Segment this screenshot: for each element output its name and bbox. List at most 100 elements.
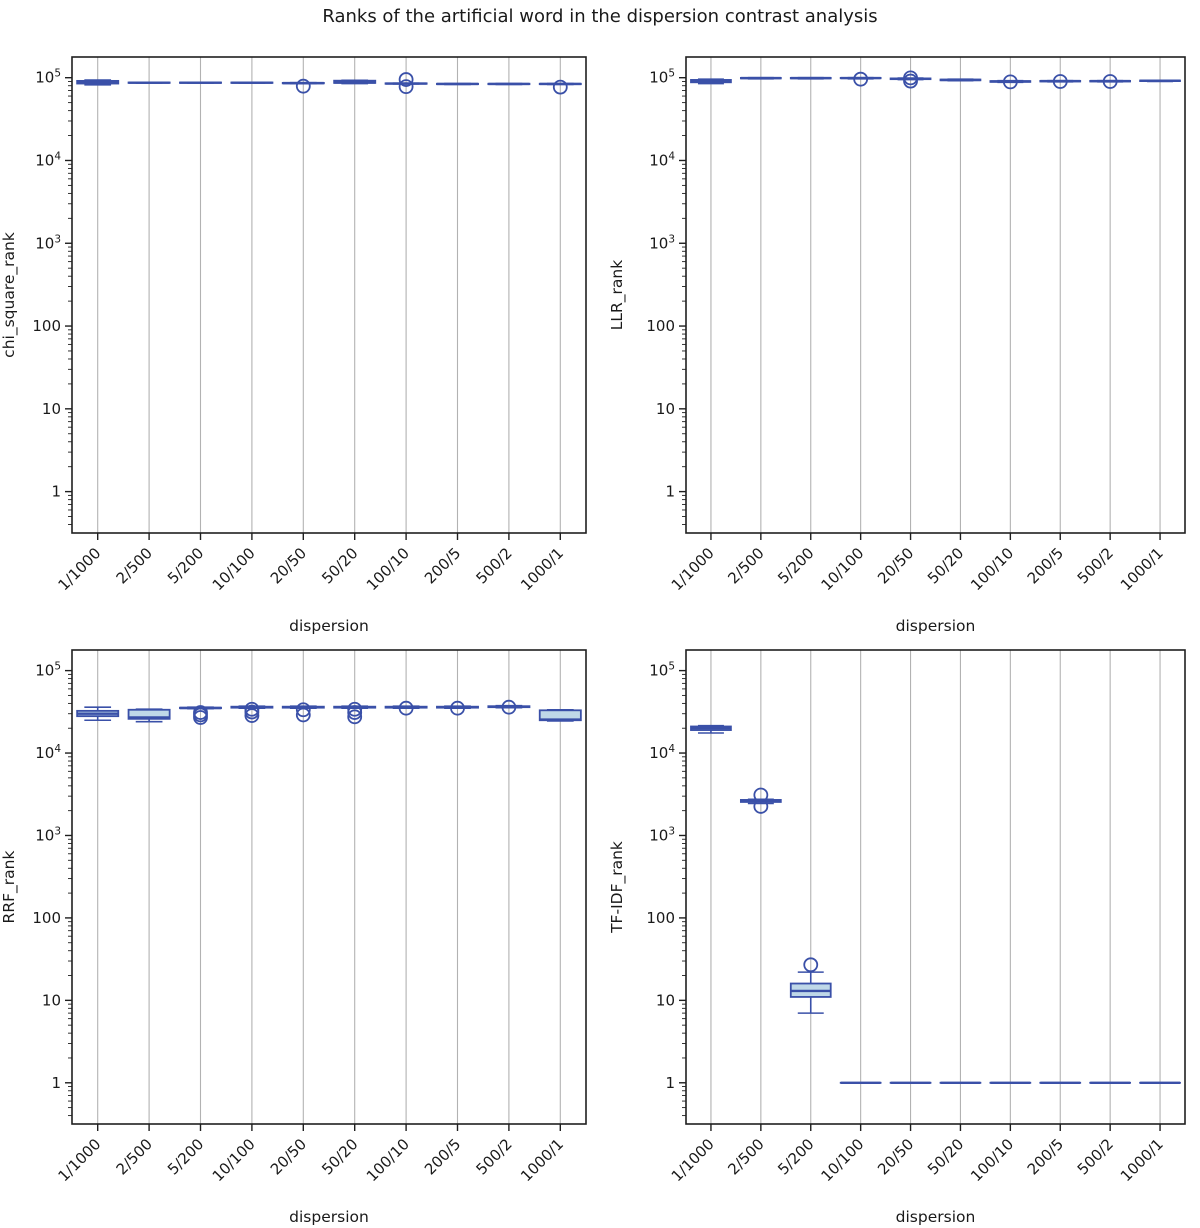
x-tick-label: 5/200 <box>164 1135 207 1178</box>
y-tick-label: 1 <box>665 483 675 501</box>
boxplot-200/5 <box>1039 74 1082 89</box>
x-tick-label: 100/10 <box>363 544 413 594</box>
y-tick-label: 104 <box>649 743 675 762</box>
subplot-tf-idf-rank: 1/1000 2/500 5/200 10/100 20/50 50/20 100/10 20… <box>600 614 1200 1228</box>
x-tick-label: 200/5 <box>1024 544 1067 587</box>
figure-title: Ranks of the artificial word in the disp… <box>322 6 878 27</box>
y-tick-label: 1 <box>51 1074 61 1092</box>
boxplot-5/200 <box>789 957 832 1014</box>
y-tick-label: 104 <box>35 150 61 169</box>
boxplot-500/2 <box>487 699 531 715</box>
y-tick-label: 103 <box>35 825 61 844</box>
x-axis-label: dispersion <box>289 1208 369 1226</box>
x-tick-label: 2/500 <box>113 1135 156 1178</box>
outlier-marker <box>501 699 517 715</box>
chart-canvas-chi-square-rank: 1/1000 2/500 5/200 10/100 20/50 50/20 100/10 20… <box>0 56 587 635</box>
x-tick-label: 100/10 <box>967 1135 1017 1185</box>
y-tick-label: 10 <box>42 400 61 418</box>
x-tick-label: 1/1000 <box>54 1135 104 1185</box>
boxplot-20/50 <box>889 70 932 89</box>
x-tick-label: 5/200 <box>164 544 207 587</box>
x-tick-label: 10/100 <box>817 1135 867 1185</box>
outlier-marker <box>398 700 414 716</box>
x-tick-label: 500/2 <box>1074 1135 1117 1178</box>
x-tick-label: 1000/1 <box>517 544 567 594</box>
boxplot-100/10 <box>384 700 428 716</box>
boxplot-2/500 <box>127 708 171 723</box>
y-tick-label: 100 <box>646 317 675 335</box>
subplot-llr-rank: 1/1000 2/500 5/200 10/100 20/50 50/20 100/10 20… <box>600 0 1200 650</box>
outlier-marker <box>1102 74 1118 89</box>
boxplot-50/20 <box>333 701 377 725</box>
outlier-marker <box>347 705 363 720</box>
x-tick-label: 1/1000 <box>668 1135 718 1185</box>
outlier-marker <box>295 702 311 718</box>
y-tick-label: 103 <box>649 825 675 844</box>
boxplot-50/20 <box>333 79 377 85</box>
y-tick-label: 103 <box>35 233 61 252</box>
outlier-marker <box>295 707 311 723</box>
y-axis-label: chi_square_rank <box>0 232 19 358</box>
x-tick-label: 2/500 <box>724 544 767 587</box>
boxplot-1/1000 <box>690 724 732 734</box>
x-tick-label: 50/20 <box>318 544 361 587</box>
y-tick-label: 104 <box>649 150 675 169</box>
x-tick-label: 10/100 <box>209 1135 259 1185</box>
x-tick-label: 1/1000 <box>668 544 718 594</box>
x-tick-label: 1000/1 <box>1117 1135 1167 1185</box>
y-axis-label: TF-IDF_rank <box>608 841 627 934</box>
boxplot-5/200 <box>179 705 222 725</box>
outlier-marker <box>803 957 819 973</box>
boxplot-2/500 <box>739 787 782 814</box>
y-tick-label: 100 <box>32 909 61 927</box>
axes-frame <box>71 649 587 1125</box>
x-tick-label: 5/200 <box>774 544 817 587</box>
boxplot-1000/1 <box>1139 79 1181 83</box>
boxplot-1/1000 <box>76 79 120 86</box>
x-tick-label: 50/20 <box>318 1135 361 1178</box>
outlier-marker <box>450 700 465 716</box>
outlier-marker <box>853 71 869 87</box>
x-tick-label: 500/2 <box>472 1135 515 1178</box>
y-tick-label: 1 <box>51 483 61 501</box>
x-tick-label: 20/50 <box>267 544 310 587</box>
x-tick-label: 20/50 <box>267 1135 310 1178</box>
x-axis-label: dispersion <box>896 617 976 635</box>
boxplot-1/1000 <box>76 706 120 722</box>
outlier-marker <box>1052 74 1068 89</box>
boxplot-10/100 <box>839 71 882 87</box>
y-tick-label: 100 <box>646 909 675 927</box>
boxplot-500/2 <box>487 82 531 86</box>
x-tick-label: 1000/1 <box>517 1135 567 1185</box>
boxplot-1000/1 <box>538 79 582 95</box>
y-tick-label: 1 <box>665 1074 675 1092</box>
y-tick-label: 10 <box>42 991 61 1009</box>
y-tick-label: 10 <box>656 991 675 1009</box>
x-tick-label: 2/500 <box>724 1135 767 1178</box>
axes-frame <box>71 56 587 534</box>
x-tick-label: 100/10 <box>363 1135 413 1185</box>
boxplot-500/2 <box>1089 74 1132 89</box>
boxplot-2/500 <box>739 76 782 80</box>
boxplot-20/50 <box>281 78 325 94</box>
boxplot-100/10 <box>989 74 1032 90</box>
axes-frame <box>685 649 1186 1125</box>
y-tick-label: 103 <box>649 233 675 252</box>
boxplot-5/200 <box>789 76 832 80</box>
outlier-marker <box>347 709 363 725</box>
x-tick-label: 100/10 <box>967 544 1017 594</box>
box <box>127 708 171 720</box>
x-tick-label: 50/20 <box>924 544 967 587</box>
x-axis-label: dispersion <box>896 1208 976 1226</box>
axes-frame <box>685 56 1186 534</box>
boxplot-200/5 <box>436 700 479 716</box>
chart-canvas-tf-idf-rank: 1/1000 2/500 5/200 10/100 20/50 50/20 100/10 20… <box>608 649 1186 1226</box>
y-tick-label: 105 <box>35 68 61 87</box>
subplot-chi-square-rank: 1/1000 2/500 5/200 10/100 20/50 50/20 100/10 20… <box>0 0 600 650</box>
x-tick-label: 2/500 <box>113 544 156 587</box>
boxplot-5/200 <box>179 81 222 84</box>
chart-canvas-llr-rank: 1/1000 2/500 5/200 10/100 20/50 50/20 100/10 20… <box>608 56 1186 635</box>
outlier-marker <box>295 78 311 94</box>
boxplot-2/500 <box>127 81 171 84</box>
